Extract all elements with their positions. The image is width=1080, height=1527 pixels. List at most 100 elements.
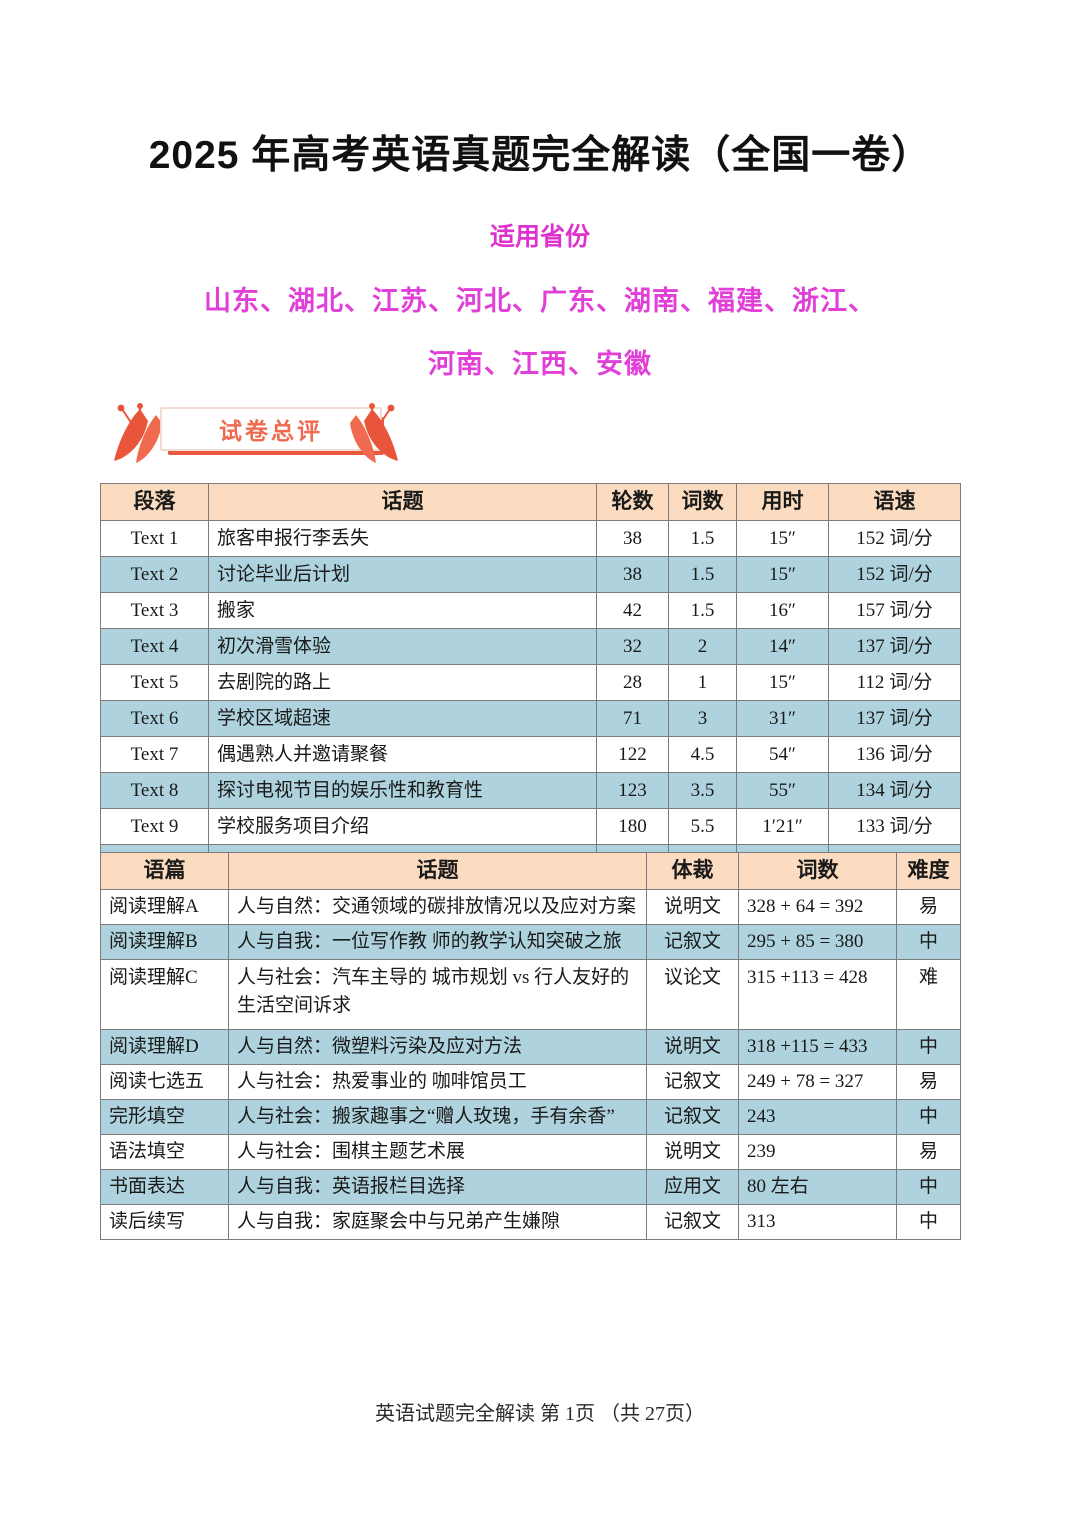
page-footer: 英语试题完全解读 第 1页 （共 27页）	[375, 1403, 705, 1425]
cell-section: 书面表达	[100, 1169, 229, 1205]
cell-topic: 学校区域超速	[208, 700, 597, 737]
col-header-paragraph: 段落	[100, 483, 209, 521]
cell-turns: 71	[596, 700, 669, 737]
cell-speed: 137 词/分	[828, 700, 961, 737]
cell-time: 16″	[736, 592, 829, 629]
col-header-time: 用时	[736, 483, 829, 521]
cell-section: 读后续写	[100, 1204, 229, 1240]
cell-genre: 记叙文	[646, 1099, 739, 1135]
cell-topic: 初次滑雪体验	[208, 628, 597, 665]
cell-speed: 133 词/分	[828, 808, 961, 845]
cell-genre: 应用文	[646, 1169, 739, 1205]
cell-turns: 180	[596, 808, 669, 845]
cell-topic: 人与自我：一位写作教 师的教学认知突破之旅	[228, 924, 647, 960]
cell-time: 15″	[736, 664, 829, 701]
cell-time: 55″	[736, 772, 829, 809]
cell-paragraph: Text 7	[100, 736, 209, 773]
listening-table-header: 段落 话题 轮数 词数 用时 语速	[100, 483, 961, 521]
cell-words: 80 左右	[738, 1169, 897, 1205]
table-row: Text 6 学校区域超速 71 3 31″ 137 词/分	[100, 700, 961, 737]
cell-turns: 28	[596, 664, 669, 701]
reading-table-body: 阅读理解A 人与自然：交通领域的碳排放情况以及应对方案 说明文 328 + 64…	[100, 889, 961, 1240]
cell-turns: 123	[596, 772, 669, 809]
cell-difficulty: 易	[896, 1134, 961, 1170]
table-row: 读后续写 人与自我：家庭聚会中与兄弟产生嫌隙 记叙文 313 中	[100, 1204, 961, 1240]
cell-difficulty: 中	[896, 1169, 961, 1205]
page-title: 2025 年高考英语真题完全解读（全国一卷）	[148, 134, 932, 177]
cell-time: 1′21″	[736, 808, 829, 845]
cell-words: 243	[738, 1099, 897, 1135]
col-header-difficulty: 难度	[896, 852, 961, 890]
cell-paragraph: Text 4	[100, 628, 209, 665]
cell-section: 完形填空	[100, 1099, 229, 1135]
table-row: Text 2 讨论毕业后计划 38 1.5 15″ 152 词/分	[100, 556, 961, 593]
cell-topic: 旅客申报行李丢失	[208, 520, 597, 557]
cell-words: 1	[668, 664, 737, 701]
table-row: 阅读理解A 人与自然：交通领域的碳排放情况以及应对方案 说明文 328 + 64…	[100, 889, 961, 925]
cell-turns: 122	[596, 736, 669, 773]
cell-paragraph: Text 8	[100, 772, 209, 809]
col-header-speed: 语速	[828, 483, 961, 521]
cell-paragraph: Text 6	[100, 700, 209, 737]
province-list-line-2: 河南、江西、安徽	[428, 349, 652, 379]
cell-turns: 38	[596, 520, 669, 557]
cell-difficulty: 易	[896, 1064, 961, 1100]
cell-words: 1.5	[668, 592, 737, 629]
table-row: Text 9 学校服务项目介绍 180 5.5 1′21″ 133 词/分	[100, 808, 961, 845]
cell-words: 328 + 64 = 392	[738, 889, 897, 925]
table-row: 阅读理解B 人与自我：一位写作教 师的教学认知突破之旅 记叙文 295 + 85…	[100, 924, 961, 960]
cell-paragraph: Text 5	[100, 664, 209, 701]
cell-words: 315 +113 = 428	[738, 959, 897, 1030]
cell-topic: 人与社会：搬家趣事之“赠人玫瑰，手有余香”	[228, 1099, 647, 1135]
cell-words: 3	[668, 700, 737, 737]
leaf-right-icon	[350, 403, 398, 463]
cell-words: 3.5	[668, 772, 737, 809]
cell-difficulty: 难	[896, 959, 961, 1030]
cell-speed: 112 词/分	[828, 664, 961, 701]
col-header-genre: 体裁	[646, 852, 739, 890]
cell-genre: 说明文	[646, 1029, 739, 1065]
cell-section: 语法填空	[100, 1134, 229, 1170]
cell-topic: 去剧院的路上	[208, 664, 597, 701]
cell-section: 阅读理解D	[100, 1029, 229, 1065]
cell-words: 239	[738, 1134, 897, 1170]
col-header-turns: 轮数	[596, 483, 669, 521]
cell-speed: 157 词/分	[828, 592, 961, 629]
cell-words: 295 + 85 = 380	[738, 924, 897, 960]
cell-words: 1.5	[668, 556, 737, 593]
table-row: Text 5 去剧院的路上 28 1 15″ 112 词/分	[100, 664, 961, 701]
cell-topic: 人与自我：家庭聚会中与兄弟产生嫌隙	[228, 1204, 647, 1240]
table-row: Text 8 探讨电视节目的娱乐性和教育性 123 3.5 55″ 134 词/…	[100, 772, 961, 809]
table-row: Text 4 初次滑雪体验 32 2 14″ 137 词/分	[100, 628, 961, 665]
cell-topic: 人与自然：交通领域的碳排放情况以及应对方案	[228, 889, 647, 925]
cell-speed: 152 词/分	[828, 520, 961, 557]
reading-table-header: 语篇 话题 体裁 词数 难度	[100, 852, 961, 890]
table-header-row: 段落 话题 轮数 词数 用时 语速	[100, 483, 961, 521]
cell-words: 5.5	[668, 808, 737, 845]
cell-paragraph: Text 2	[100, 556, 209, 593]
cell-turns: 32	[596, 628, 669, 665]
cell-difficulty: 中	[896, 1029, 961, 1065]
cell-genre: 说明文	[646, 1134, 739, 1170]
cell-genre: 记叙文	[646, 1064, 739, 1100]
cell-topic: 搬家	[208, 592, 597, 629]
table-row: 完形填空 人与社会：搬家趣事之“赠人玫瑰，手有余香” 记叙文 243 中	[100, 1099, 961, 1135]
cell-words: 1.5	[668, 520, 737, 557]
cell-topic: 探讨电视节目的娱乐性和教育性	[208, 772, 597, 809]
cell-topic: 偶遇熟人并邀请聚餐	[208, 736, 597, 773]
cell-topic: 人与自然：微塑料污染及应对方法	[228, 1029, 647, 1065]
applicable-provinces-label: 适用省份	[489, 223, 590, 251]
cell-words: 249 + 78 = 327	[738, 1064, 897, 1100]
table-header-row: 语篇 话题 体裁 词数 难度	[100, 852, 961, 890]
cell-topic: 学校服务项目介绍	[208, 808, 597, 845]
cell-section: 阅读理解A	[100, 889, 229, 925]
province-list-line-1: 山东、湖北、江苏、河北、广东、湖南、福建、浙江、	[204, 286, 876, 316]
cell-section: 阅读七选五	[100, 1064, 229, 1100]
cell-words: 318 +115 = 433	[738, 1029, 897, 1065]
table-row: 阅读理解C 人与社会：汽车主导的 城市规划 vs 行人友好的生活空间诉求 议论文…	[100, 959, 961, 1030]
badge-label: 试卷总评	[219, 418, 323, 444]
cell-topic: 讨论毕业后计划	[208, 556, 597, 593]
cell-genre: 记叙文	[646, 1204, 739, 1240]
cell-topic: 人与自我：英语报栏目选择	[228, 1169, 647, 1205]
cell-paragraph: Text 9	[100, 808, 209, 845]
